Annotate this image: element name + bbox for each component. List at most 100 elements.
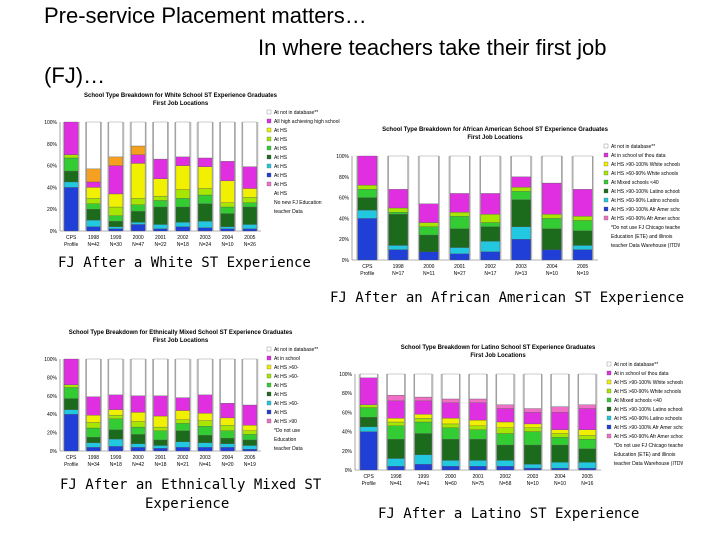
- x-tick-sublabel: N=16: [581, 481, 593, 487]
- legend-label: teacher Data: [274, 209, 303, 215]
- x-tick-sublabel: N=19: [244, 462, 256, 468]
- bar-segment: [220, 417, 235, 426]
- bar-segment: [572, 245, 593, 250]
- bar-segment: [360, 426, 378, 432]
- legend-label: At HS >90-100% White schools: [614, 380, 683, 386]
- y-tick-label: 80%: [339, 175, 350, 181]
- x-tick-label: CPS: [364, 474, 375, 480]
- legend-label: At HS >60-90% White schools: [614, 389, 682, 395]
- bar-segment: [242, 121, 257, 167]
- bar-segment: [131, 358, 146, 396]
- chart-title: School Type Breakdown for White School S…: [84, 93, 278, 99]
- caption-mixed-line-2: Experience: [145, 496, 230, 512]
- bar-segment: [524, 408, 542, 413]
- legend-label: At HS >60-: [274, 374, 299, 380]
- bar-segment: [153, 195, 168, 201]
- legend-swatch: [266, 109, 272, 115]
- bar-segment: [153, 224, 168, 229]
- x-tick-sublabel: N=17: [484, 271, 496, 277]
- x-tick-label: 2000: [445, 474, 456, 480]
- bar-segment: [131, 395, 146, 413]
- bar-segment: [414, 396, 432, 402]
- bar-segment: [419, 226, 439, 236]
- bar-segment: [220, 226, 235, 229]
- bar-segment: [480, 251, 501, 261]
- legend-label: At HS >90-100% Afr Amer schools: [611, 207, 680, 213]
- slide-title-line-2: In where teachers take their first job: [258, 35, 607, 60]
- bar-segment: [64, 409, 79, 415]
- bar-segment: [572, 189, 593, 217]
- bar-segment: [220, 206, 235, 214]
- bar-segment: [64, 187, 79, 232]
- legend-label: No new FJ Education: [274, 200, 322, 206]
- legend-swatch: [266, 181, 272, 187]
- bar-segment: [86, 427, 101, 438]
- legend-label: At Mixed schools <40: [611, 180, 659, 186]
- x-tick-label: 2004: [546, 264, 557, 270]
- bar-segment: [131, 204, 146, 212]
- bar-segment: [496, 460, 514, 467]
- y-tick-label: 40%: [47, 412, 58, 418]
- caption-latino: FJ After a Latino ST Experience: [378, 506, 640, 522]
- x-tick-label: 2002: [177, 235, 188, 241]
- bar-segment: [198, 426, 213, 436]
- bar-segment: [496, 427, 514, 434]
- bar-segment: [198, 227, 213, 232]
- bar-segment: [469, 425, 487, 430]
- bar-segment: [108, 193, 123, 208]
- bar-segment: [175, 165, 190, 190]
- bar-segment: [551, 429, 569, 434]
- bar-segment: [442, 402, 460, 419]
- legend-swatch: [266, 154, 272, 160]
- x-tick-label: CPS: [66, 455, 77, 461]
- y-tick-label: 60%: [342, 410, 353, 416]
- bar-segment: [64, 384, 79, 388]
- y-tick-label: 80%: [342, 391, 353, 397]
- x-tick-sublabel: N=17: [392, 271, 404, 277]
- bar-segment: [198, 358, 213, 396]
- y-tick-label: 0%: [345, 468, 353, 474]
- x-tick-label: 2005: [577, 264, 588, 270]
- bar-segment: [542, 218, 562, 229]
- legend-swatch: [606, 370, 612, 376]
- legend-swatch: [606, 388, 612, 394]
- x-tick-label: 2001: [155, 455, 166, 461]
- bar-segment: [131, 121, 146, 147]
- legend-label: At HS >60-90% White schools: [611, 171, 679, 177]
- x-tick-label: 2000: [133, 455, 144, 461]
- bar-segment: [86, 442, 101, 448]
- bar-segment: [220, 430, 235, 439]
- legend-label: At HS >90-100% Latino schools: [614, 407, 683, 413]
- x-tick-label: 2003: [200, 455, 211, 461]
- y-tick-label: 100%: [44, 357, 57, 363]
- bar-segment: [108, 418, 123, 430]
- bar-segment: [419, 203, 439, 223]
- bar-segment: [419, 155, 439, 204]
- bar-segment: [108, 394, 123, 410]
- x-tick-sublabel: N=27: [454, 271, 466, 277]
- bar-segment: [198, 413, 213, 421]
- y-tick-label: 60%: [47, 164, 58, 170]
- bar-segment: [131, 163, 146, 199]
- bar-segment: [578, 408, 596, 430]
- bar-segment: [153, 158, 168, 179]
- bar-segment: [220, 443, 235, 448]
- y-tick-label: 80%: [47, 142, 58, 148]
- bar-segment: [360, 404, 378, 408]
- bar-segment: [86, 121, 101, 170]
- y-tick-label: 100%: [336, 154, 349, 160]
- bar-segment: [153, 448, 168, 452]
- bar-segment: [387, 458, 405, 467]
- bar-segment: [86, 414, 101, 423]
- chart-panel-white: School Type Breakdown for White School S…: [38, 88, 343, 253]
- x-tick-sublabel: N=26: [244, 242, 256, 248]
- x-tick-label: 2002: [500, 474, 511, 480]
- bar-segment: [449, 193, 470, 213]
- x-tick-sublabel: N=20: [221, 462, 233, 468]
- bar-segment: [220, 447, 235, 452]
- bar-segment: [108, 226, 123, 229]
- legend-swatch: [266, 346, 272, 352]
- bar-segment: [108, 215, 123, 222]
- bar-segment: [542, 249, 562, 261]
- x-tick-label: 2001: [472, 474, 483, 480]
